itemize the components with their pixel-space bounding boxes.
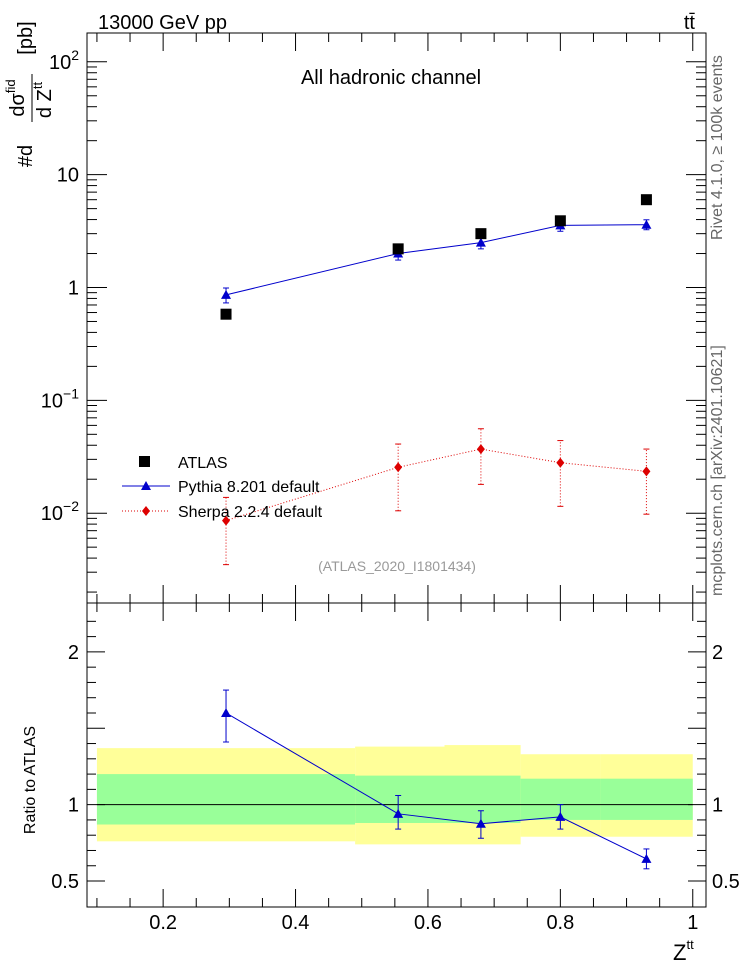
ytick-base: 10 xyxy=(49,52,71,74)
main-ylabel: #d dσfid d Ztt [pb] xyxy=(3,21,56,167)
main-ytick-label: 10−2 xyxy=(41,498,79,525)
ratio-ytick-label-right: 2 xyxy=(712,642,723,664)
header-energy-label: 13000 GeV pp xyxy=(98,12,227,34)
ratio-ytick-label-right: 1 xyxy=(712,795,723,817)
main-ytick-label: 10−1 xyxy=(41,385,79,412)
atlas-point xyxy=(220,308,232,320)
ylabel-num-sym: dσ xyxy=(7,92,29,116)
ratio-ylabel: Ratio to ATLAS xyxy=(22,726,39,834)
main-ytick-label: 10 xyxy=(57,165,79,187)
sherpa-point xyxy=(556,457,565,468)
ylabel-denominator: d Ztt xyxy=(30,82,56,119)
ratio-ytick-label-right: 0.5 xyxy=(712,871,740,893)
main-ytick-label: 102 xyxy=(49,47,79,74)
ratio-pythia-point xyxy=(393,808,404,818)
ratio-xtick-label: 0.4 xyxy=(282,912,310,934)
atlas-point xyxy=(640,194,652,206)
ratio-marks xyxy=(221,689,652,870)
ratio-pythia-point xyxy=(555,811,566,821)
legend-label-atlas: ATLAS xyxy=(178,455,228,472)
header-process-label: tt̄ xyxy=(684,12,696,34)
ytick-exp: 2 xyxy=(71,47,79,63)
pythia-point xyxy=(641,219,652,229)
main-annotation: (ATLAS_2020_I1801434) xyxy=(318,558,476,574)
xlabel-main: Z xyxy=(673,940,686,965)
sherpa-point xyxy=(222,515,231,526)
atlas-point xyxy=(554,215,566,227)
legend-label-sherpa: Sherpa 2.2.4 default xyxy=(178,504,323,521)
sherpa-point xyxy=(642,466,651,477)
ytick-exp: −1 xyxy=(63,385,79,401)
ratio-axes: 0.5 0.5 1 1 2 2 0.2 0.4 0.6 0.8 1 xyxy=(51,603,740,934)
sherpa-point xyxy=(394,462,403,473)
ylabel-unit: [pb] xyxy=(15,21,37,54)
ratio-ytick-label: 1 xyxy=(68,795,79,817)
ylabel-prefix: #d xyxy=(15,145,37,167)
ratio-frame xyxy=(86,602,707,908)
ytick-base: 10 xyxy=(41,390,63,412)
legend-marker-atlas xyxy=(139,456,150,467)
ratio-ytick-label: 0.5 xyxy=(51,871,79,893)
ylabel-numerator: dσfid xyxy=(3,79,29,116)
ratio-pythia-point xyxy=(641,853,652,863)
main-ytick-label: 1 xyxy=(68,277,79,299)
ratio-xtick-label: 1 xyxy=(687,912,698,934)
ratio-band-green xyxy=(444,775,521,823)
ratio-pythia-point xyxy=(221,707,232,717)
ratio-band-green xyxy=(600,778,693,820)
pythia-point xyxy=(475,237,486,247)
atlas-point xyxy=(475,228,487,240)
mcplots-label: mcplots.cern.ch [arXiv:2401.10621] xyxy=(709,345,726,596)
ytick-base: 10 xyxy=(41,503,63,525)
sherpa-point xyxy=(476,444,485,455)
ratio-xlabel: Ztt xyxy=(673,937,694,965)
main-title: All hadronic channel xyxy=(301,67,481,89)
legend: ATLAS Pythia 8.201 default Sherpa 2.2.4 … xyxy=(122,455,323,521)
ratio-xtick-label: 0.6 xyxy=(414,912,442,934)
atlas-point xyxy=(392,243,404,255)
ratio-panel: 0.5 0.5 1 1 2 2 0.2 0.4 0.6 0.8 1 Ratio to ATLAS Z… xyxy=(22,602,740,965)
ylabel-den-sup: tt xyxy=(30,82,45,90)
xlabel-sup: tt xyxy=(686,937,694,952)
rivet-version-label: Rivet 4.1.0, ≥ 100k events xyxy=(709,55,726,240)
ratio-bands xyxy=(96,745,693,845)
main-marks xyxy=(220,194,652,566)
ylabel-num-sup: fid xyxy=(3,79,18,93)
ratio-xtick-label: 0.2 xyxy=(149,912,177,934)
ratio-pythia-point xyxy=(475,818,486,828)
legend-marker-pythia xyxy=(141,481,151,490)
pythia-point xyxy=(221,289,232,299)
ylabel-den: d Z xyxy=(34,89,56,118)
ratio-ytick-label: 2 xyxy=(68,642,79,664)
pythia-line xyxy=(225,224,647,296)
ratio-xtick-label: 0.8 xyxy=(546,912,574,934)
ytick-exp: −2 xyxy=(63,498,79,514)
ratio-band-green xyxy=(96,774,356,825)
legend-label-pythia: Pythia 8.201 default xyxy=(178,479,320,496)
legend-marker-sherpa xyxy=(142,506,150,516)
